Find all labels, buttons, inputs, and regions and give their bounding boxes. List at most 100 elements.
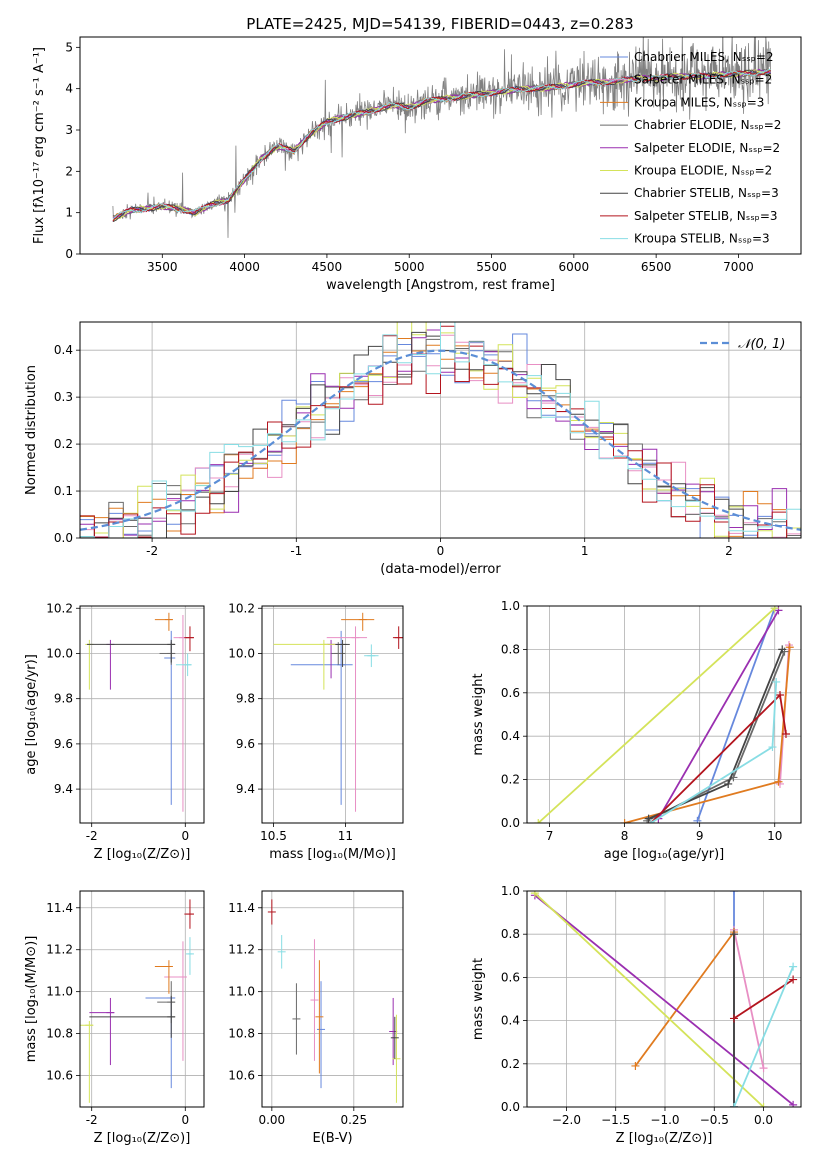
y-tick-label: 0.6 bbox=[501, 686, 520, 700]
plus-marker bbox=[729, 1103, 738, 1107]
panel-age-vs-mass: 10.5 11 9.4 9.6 9.8 10.0 10.2 mass [log₁₀(M/M⊙)… bbox=[228, 601, 404, 862]
gridlines bbox=[262, 891, 403, 1107]
data-point bbox=[273, 639, 336, 690]
x-tick-label: 6500 bbox=[641, 260, 672, 274]
y-tick-label: 0.6 bbox=[501, 970, 520, 984]
histogram-series bbox=[80, 325, 801, 538]
legend-entry: Salpeter ELODIE, Nₛₛₚ=2 bbox=[634, 141, 780, 155]
model-spectrum-line bbox=[112, 70, 771, 222]
model-spectrum-line bbox=[112, 68, 771, 220]
data-point bbox=[80, 1021, 94, 1103]
x-tick-label: −2.0 bbox=[552, 1113, 581, 1127]
panel-residuals: -2 -1 0 1 2 0.0 0.1 0.2 0.3 0.4 (data-model)/error… bbox=[24, 321, 802, 577]
y-axis-label: mass weight bbox=[471, 673, 486, 755]
panel-mass-vs-ebv: 0.00 0.25 10.6 10.8 11.0 11.2 11.4 E(B-V) bbox=[228, 890, 404, 1146]
x-tick-label: 0 bbox=[437, 544, 445, 558]
panel-mass-vs-Z: -2 0 10.6 10.8 11.0 11.2 11.4 Z [log₁₀(Z/Z⊙)] ma… bbox=[24, 890, 205, 1146]
y-tick-label: 0.2 bbox=[54, 437, 73, 451]
plus-marker bbox=[789, 975, 798, 984]
data-point bbox=[315, 960, 324, 1074]
plot-area bbox=[273, 612, 403, 812]
axes-frame bbox=[526, 605, 802, 824]
plot-area bbox=[534, 606, 794, 823]
y-tick-label: 10.2 bbox=[228, 601, 255, 615]
data-point bbox=[164, 630, 176, 805]
x-tick-label: 7 bbox=[546, 829, 554, 843]
y-tick-label: 0.2 bbox=[501, 1057, 520, 1071]
residuals-legend: 𝒩(0, 1) bbox=[700, 337, 785, 352]
y-tick-label: 9.8 bbox=[236, 692, 255, 706]
plot-area bbox=[530, 891, 798, 1107]
weight-series bbox=[530, 891, 768, 1107]
plus-marker bbox=[781, 730, 790, 739]
histogram-series bbox=[80, 322, 801, 538]
y-tick-label: 9.6 bbox=[54, 737, 73, 751]
data-point bbox=[85, 639, 94, 690]
y-tick-label: 0.4 bbox=[501, 729, 520, 743]
x-tick-label: −0.5 bbox=[700, 1113, 729, 1127]
y-axis-label: mass [log₁₀(M/M⊙)] bbox=[24, 936, 39, 1063]
weight-series bbox=[646, 690, 790, 823]
data-point bbox=[331, 642, 346, 665]
data-point bbox=[154, 960, 173, 994]
plus-marker bbox=[646, 819, 655, 823]
x-tick-label: 5000 bbox=[394, 260, 425, 274]
legend-entry: Chabrier STELIB, Nₛₛₚ=3 bbox=[634, 186, 779, 200]
plus-marker bbox=[774, 606, 783, 615]
x-tick-label: 3500 bbox=[147, 260, 178, 274]
data-point bbox=[106, 639, 115, 690]
x-axis-label: Z [log₁₀(Z/Z⊙)] bbox=[94, 1131, 191, 1146]
x-tick-label: 5500 bbox=[476, 260, 507, 274]
data-point bbox=[175, 653, 192, 677]
data-point bbox=[290, 630, 353, 805]
y-tick-label: 4 bbox=[65, 82, 73, 96]
data-point bbox=[341, 612, 375, 631]
x-tick-label: -2 bbox=[146, 544, 158, 558]
y-tick-label: 1.0 bbox=[501, 599, 520, 613]
data-point bbox=[364, 644, 379, 668]
plus-marker bbox=[775, 779, 784, 788]
axes-frame bbox=[79, 36, 802, 255]
plus-marker bbox=[724, 779, 733, 788]
legend-entry: Kroupa MILES, Nₛₛₚ=3 bbox=[634, 95, 764, 109]
data-point bbox=[310, 939, 319, 1061]
plus-marker bbox=[644, 814, 653, 823]
data-point bbox=[185, 937, 194, 975]
figure-title: PLATE=2425, MJD=54139, FIBERID=0443, z=0… bbox=[246, 15, 633, 33]
legend-entry: Chabrier MILES, Nₛₛₚ=2 bbox=[634, 50, 774, 64]
y-tick-label: 9.6 bbox=[236, 737, 255, 751]
plus-marker bbox=[759, 1064, 768, 1073]
y-tick-label: 9.4 bbox=[236, 782, 255, 796]
x-tick-label: 4000 bbox=[229, 260, 260, 274]
legend-entry: Chabrier ELODIE, Nₛₛₚ=2 bbox=[634, 118, 781, 132]
legend-entry: Kroupa STELIB, Nₛₛₚ=3 bbox=[634, 232, 770, 246]
x-tick-label: 7000 bbox=[723, 260, 754, 274]
y-tick-label: 0.1 bbox=[54, 484, 73, 498]
plot-area bbox=[267, 899, 401, 1103]
y-tick-label: 3 bbox=[65, 123, 73, 137]
x-axis-label: mass [log₁₀(M/M⊙)] bbox=[269, 847, 396, 862]
x-tick-label: -1 bbox=[290, 544, 302, 558]
plus-marker bbox=[729, 1014, 738, 1023]
y-tick-label: 10.0 bbox=[228, 646, 255, 660]
data-point bbox=[390, 1016, 399, 1059]
x-tick-label: −1.0 bbox=[650, 1113, 679, 1127]
data-point bbox=[89, 995, 176, 1038]
y-tick-label: 0.0 bbox=[501, 1100, 520, 1114]
plus-marker bbox=[530, 891, 539, 898]
x-tick-label: 11 bbox=[338, 829, 353, 843]
weight-series bbox=[729, 975, 798, 1023]
data-point bbox=[326, 626, 368, 812]
x-tick-label: 0.00 bbox=[258, 1113, 285, 1127]
weight-line bbox=[534, 892, 765, 1107]
plus-marker bbox=[772, 677, 781, 686]
data-point bbox=[335, 639, 350, 668]
y-axis-label: Flux [fλ10⁻¹⁷ erg cm⁻² s⁻¹ A⁻¹] bbox=[32, 47, 47, 244]
weight-line bbox=[733, 978, 794, 1020]
gridlines bbox=[80, 891, 204, 1107]
x-axis-label: wavelength [Angstrom, rest frame] bbox=[326, 278, 555, 293]
plus-marker bbox=[775, 690, 784, 699]
y-tick-label: 10.8 bbox=[228, 1027, 255, 1041]
y-tick-label: 0.8 bbox=[501, 927, 520, 941]
y-tick-label: 11.0 bbox=[228, 985, 255, 999]
